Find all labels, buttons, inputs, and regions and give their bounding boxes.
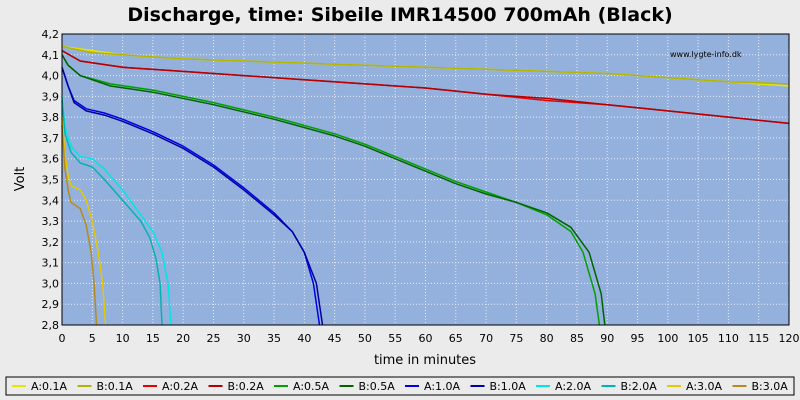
legend-label: B:1.0A (490, 380, 527, 393)
x-tick-label: 95 (631, 332, 645, 345)
legend-label: A:1.0A (424, 380, 461, 393)
x-tick-label: 0 (59, 332, 66, 345)
legend-box (5, 376, 795, 396)
y-tick-label: 2,8 (42, 319, 60, 332)
x-tick-label: 105 (688, 332, 709, 345)
x-tick-label: 40 (297, 332, 311, 345)
legend-label: B:0.2A (228, 380, 265, 393)
y-axis-label: Volt (13, 167, 28, 192)
x-tick-label: 20 (176, 332, 190, 345)
legend: A:0.1A B:0.1A A:0.2A B:0.2A A:0.5A B:0.5A A:1.… (12, 380, 788, 393)
legend-label: A:0.5A (293, 380, 330, 393)
x-tick-label: 65 (449, 332, 463, 345)
x-tick-label: 115 (748, 332, 769, 345)
y-tick-label: 3,4 (42, 194, 60, 207)
x-tick-label: 80 (540, 332, 554, 345)
y-tick-label: 3,6 (42, 153, 60, 166)
series-line-a-3-0a (61, 117, 107, 326)
x-tick-label: 15 (146, 332, 160, 345)
series-line-b-1-0a (61, 67, 324, 326)
watermark: www.lygte-info.dk (670, 50, 742, 59)
y-tick-label: 3,8 (42, 111, 60, 124)
x-tick-label: 90 (600, 332, 614, 345)
y-tick-labels: 2,8 2,9 3,0 3,1 3,2 3,3 3,4 3,5 3,6 3,7 3,8 3,9 4,0 4… (42, 28, 60, 332)
series-line-b-0-5a (61, 54, 606, 326)
x-tick-labels: 0 5 10 15 20 25 30 35 40 45 50 55 60 65 70 75 80 85 90 95 10… (59, 332, 800, 345)
y-tick-label: 3,5 (42, 174, 60, 187)
x-tick-label: 110 (718, 332, 739, 345)
y-tick-label: 3,0 (42, 277, 60, 290)
legend-label: A:0.2A (162, 380, 199, 393)
y-tick-label: 3,1 (42, 257, 60, 270)
chart-title: Discharge, time: Sibeile IMR14500 700mAh… (127, 4, 672, 26)
series-line-a-0-5a (61, 54, 601, 326)
plot-border (61, 33, 790, 326)
series-line-b-3-0a (61, 125, 98, 326)
legend-label: B:0.5A (359, 380, 396, 393)
x-tick-label: 10 (116, 332, 130, 345)
series-line-a-2-0a (61, 96, 172, 326)
legend-label: A:3.0A (686, 380, 723, 393)
y-tick-label: 4,2 (42, 28, 60, 41)
series-lines (61, 45, 790, 326)
x-tick-label: 30 (237, 332, 251, 345)
series-line-b-0-2a (61, 49, 790, 125)
y-tick-label: 3,2 (42, 236, 60, 249)
x-tick-label: 75 (509, 332, 523, 345)
x-tick-label: 45 (328, 332, 342, 345)
legend-label: B:0.1A (97, 380, 134, 393)
series-line-b-0-1a (61, 45, 790, 85)
legend-label: B:2.0A (621, 380, 658, 393)
x-tick-label: 50 (358, 332, 372, 345)
x-tick-label: 120 (779, 332, 800, 345)
y-tick-label: 3,9 (42, 90, 60, 103)
x-tick-label: 25 (206, 332, 220, 345)
legend-label: A:0.1A (31, 380, 68, 393)
legend-label: A:2.0A (555, 380, 592, 393)
x-tick-label: 35 (267, 332, 281, 345)
x-tick-label: 60 (419, 332, 433, 345)
legend-label: B:3.0A (752, 380, 789, 393)
x-axis-label: time in minutes (374, 353, 476, 368)
x-tick-label: 85 (570, 332, 584, 345)
series-line-b-2-0a (61, 100, 163, 326)
y-tick-label: 3,3 (42, 215, 60, 228)
x-tick-label: 5 (89, 332, 96, 345)
y-tick-label: 4,1 (42, 49, 60, 62)
x-tick-label: 55 (388, 332, 402, 345)
y-tick-label: 2,9 (42, 298, 60, 311)
x-tick-label: 70 (479, 332, 493, 345)
y-tick-label: 4,0 (42, 70, 60, 83)
y-tick-label: 3,7 (42, 132, 60, 145)
x-tick-label: 100 (657, 332, 678, 345)
